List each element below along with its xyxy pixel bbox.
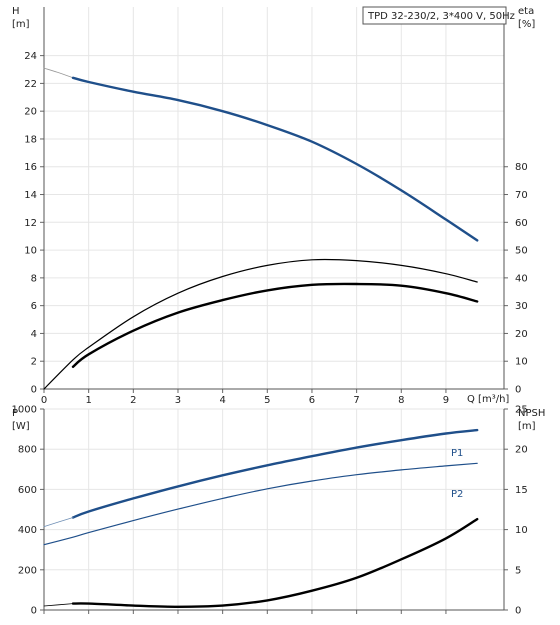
- series-label-p2: P2: [451, 489, 463, 500]
- upper-right-axis-unit: [%]: [518, 19, 535, 30]
- series-line-0-0: [43, 67, 74, 79]
- lower-panel: 0 200 400 600 800 1000 0 5 10 15 20 25: [12, 405, 528, 617]
- x-tick-label: 2: [130, 395, 136, 406]
- x-tick-label: 7: [353, 395, 359, 406]
- series-label-p1: P1: [451, 448, 463, 459]
- upper-right-axis-name: eta: [518, 6, 534, 17]
- y-left-tick-label: 8: [31, 273, 37, 284]
- y-left-tick-label: 6: [31, 301, 37, 312]
- y-right-tick-label: 15: [515, 485, 528, 496]
- y-left-tick-label: 1000: [12, 405, 37, 416]
- y-left-tick-label: 2: [31, 357, 37, 368]
- series-line-1-3: [43, 603, 74, 607]
- y-right-tick-label: 60: [515, 218, 528, 229]
- x-tick-label: 1: [85, 395, 91, 406]
- y-right-tick-label: 50: [515, 246, 528, 257]
- y-left-tick-label: 18: [24, 134, 37, 145]
- series-line-1-1: [43, 517, 74, 527]
- y-right-tick-label: 10: [515, 357, 528, 368]
- series-line-1-2: [43, 462, 478, 546]
- y-left-tick-label: 800: [18, 445, 37, 456]
- y-right-tick-label: 40: [515, 273, 528, 284]
- x-tick-label: 0: [41, 395, 47, 406]
- y-left-tick-label: 12: [24, 218, 37, 229]
- lower-right-axis-unit: [m]: [518, 421, 536, 432]
- lower-right-axis-name: NPSH: [518, 408, 545, 419]
- lower-left-axis-unit: [W]: [12, 421, 30, 432]
- y-right-tick-label: 10: [515, 525, 528, 536]
- y-left-tick-label: 400: [18, 525, 37, 536]
- y-right-tick-label: 30: [515, 301, 528, 312]
- y-left-tick-label: 24: [24, 51, 37, 62]
- lower-left-axis-name: P: [12, 408, 18, 419]
- y-right-tick-label: 80: [515, 162, 528, 173]
- title-box-text: TPD 32-230/2, 3*400 V, 50Hz: [367, 11, 515, 22]
- y-right-tick-label: 0: [515, 385, 521, 396]
- upper-panel: 0 1 2 3 4 5 6 7 8 9024681012141618202224010203040…: [24, 7, 528, 406]
- x-tick-label: 5: [264, 395, 270, 406]
- x-tick-label: 6: [309, 395, 315, 406]
- upper-left-axis-name: H: [12, 6, 20, 17]
- y-left-tick-label: 14: [24, 190, 37, 201]
- y-right-tick-label: 5: [515, 565, 521, 576]
- y-right-tick-label: 70: [515, 190, 528, 201]
- title-box: TPD 32-230/2, 3*400 V, 50Hz: [362, 6, 515, 25]
- x-axis-label: Q [m³/h]: [467, 394, 509, 405]
- y-left-tick-label: 200: [18, 565, 37, 576]
- series-line-0-2: [43, 258, 478, 390]
- y-left-tick-label: 4: [31, 329, 37, 340]
- y-left-tick-label: 16: [24, 162, 37, 173]
- upper-left-axis-unit: [m]: [12, 19, 30, 30]
- series-line-1-4: [71, 517, 479, 608]
- y-left-tick-label: 600: [18, 485, 37, 496]
- y-left-tick-label: 22: [24, 79, 37, 90]
- x-tick-label: 8: [398, 395, 404, 406]
- y-right-tick-label: 25: [515, 405, 528, 416]
- x-tick-label: 3: [175, 395, 181, 406]
- y-left-tick-label: 10: [24, 246, 37, 257]
- y-right-tick-label: 20: [515, 329, 528, 340]
- x-tick-label: 9: [443, 395, 449, 406]
- y-right-tick-label: 20: [515, 445, 528, 456]
- x-tick-label: 4: [219, 395, 225, 406]
- y-left-tick-label: 0: [31, 606, 37, 617]
- y-left-tick-label: 0: [31, 385, 37, 396]
- series-line-1-0: [71, 428, 479, 519]
- title-box-frame: [362, 6, 507, 25]
- y-left-tick-label: 20: [24, 107, 37, 118]
- series-line-0-1: [71, 76, 479, 242]
- y-right-tick-label: 0: [515, 606, 521, 617]
- series-line-0-3: [71, 282, 479, 368]
